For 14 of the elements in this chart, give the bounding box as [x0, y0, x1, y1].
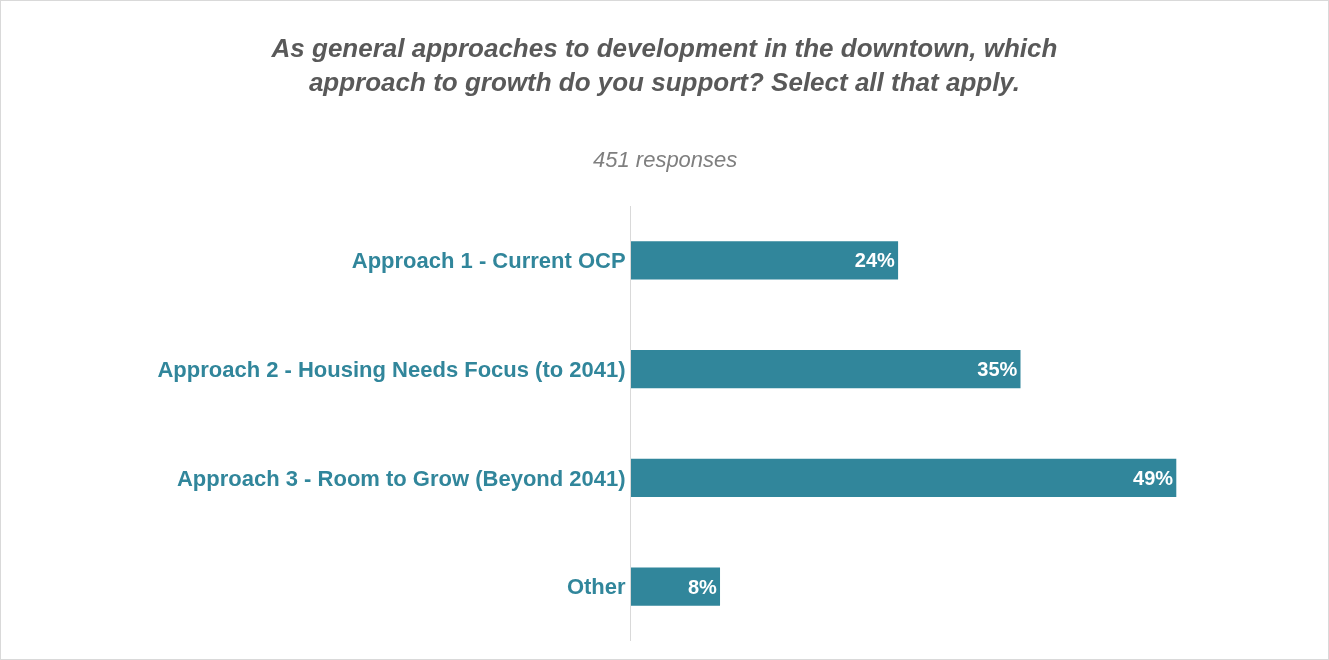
data-label: 49% [1133, 466, 1174, 489]
data-label: 8% [687, 575, 718, 598]
bar [631, 567, 721, 606]
bar [631, 241, 899, 280]
y-tick-label: Approach 2 - Housing Needs Focus (to 2041) [157, 356, 626, 382]
chart-subtitle: 451 responses [593, 147, 738, 172]
bar [631, 350, 1021, 389]
y-tick-label: Approach 1 - Current OCP [351, 248, 626, 274]
bar [631, 458, 1177, 497]
chart-title: As general approaches to development in the downtown, which approach to growth do you support? Select all that apply. [270, 32, 1058, 97]
y-tick-label: Other [566, 574, 627, 600]
data-label: 24% [854, 249, 896, 272]
data-label: 35% [977, 358, 1018, 381]
y-tick-label: Approach 3 - Room to Grow (Beyond 2041) [176, 465, 626, 491]
